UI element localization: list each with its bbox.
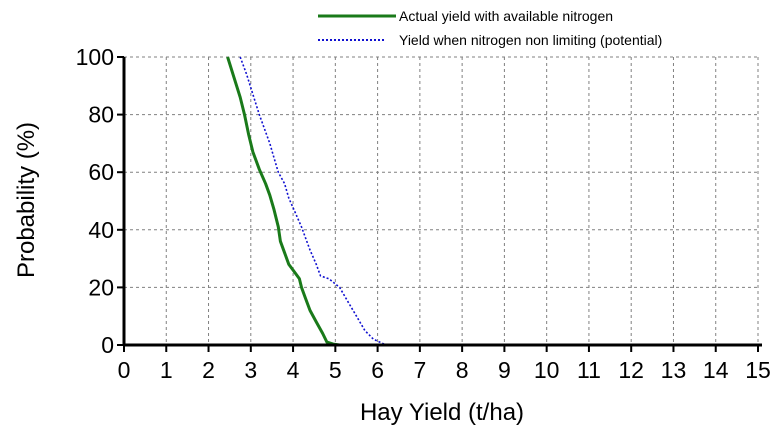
y-axis-title: Probability (%) (13, 122, 40, 278)
grid-lines (124, 56, 759, 345)
x-tick-label-0: 0 (118, 357, 131, 383)
x-tick-label-10: 10 (534, 357, 560, 383)
x-tick-label-3: 3 (244, 357, 257, 383)
y-tick-labels: 0 20 40 60 80 100 (76, 44, 124, 358)
x-tick-label-13: 13 (661, 357, 687, 383)
y-tick-label-100: 100 (76, 44, 114, 70)
x-tick-label-8: 8 (456, 357, 469, 383)
y-tick-label-20: 20 (88, 274, 114, 300)
x-tick-label-15: 15 (745, 357, 771, 383)
x-axis-title: Hay Yield (t/ha) (360, 399, 524, 426)
y-tick-label-0: 0 (101, 332, 114, 358)
x-tick-labels: 0 1 2 3 4 5 6 7 8 9 10 11 12 13 14 15 (118, 345, 771, 383)
series-line-potential (239, 56, 387, 346)
x-tick-label-2: 2 (202, 357, 215, 383)
legend-label-actual: Actual yield with available nitrogen (399, 8, 613, 24)
x-tick-label-7: 7 (413, 357, 426, 383)
x-tick-label-11: 11 (577, 357, 601, 383)
x-tick-label-14: 14 (703, 357, 729, 383)
x-tick-label-5: 5 (329, 357, 342, 383)
legend: Actual yield with available nitrogen Yie… (318, 8, 662, 48)
x-tick-label-6: 6 (371, 357, 384, 383)
axes (122, 57, 762, 347)
legend-label-potential: Yield when nitrogen non limiting (potent… (399, 32, 662, 48)
y-tick-label-80: 80 (88, 102, 114, 128)
x-tick-label-12: 12 (618, 357, 644, 383)
x-tick-label-9: 9 (498, 357, 511, 383)
series-line-actual (226, 56, 340, 347)
y-tick-label-40: 40 (88, 217, 114, 243)
x-tick-label-1: 1 (160, 357, 173, 383)
y-tick-label-60: 60 (88, 159, 114, 185)
series-layer (226, 56, 387, 347)
x-tick-label-4: 4 (287, 357, 300, 383)
